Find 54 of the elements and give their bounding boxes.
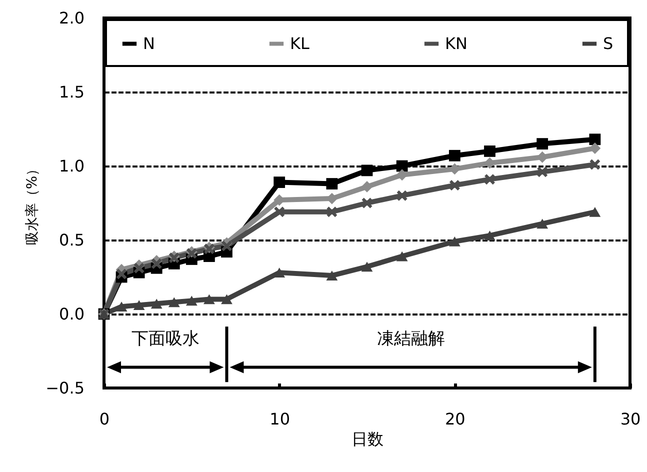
point — [484, 230, 496, 240]
point — [361, 181, 373, 192]
point — [326, 270, 338, 280]
point — [168, 297, 180, 308]
point — [484, 174, 495, 185]
x-tick-label: 30 — [620, 410, 641, 428]
y-tick-label: −0.5 — [46, 378, 84, 398]
point — [589, 134, 601, 146]
point — [448, 150, 460, 162]
legend-label: N — [143, 34, 155, 53]
y-axis-title: 吸水率（%） — [24, 162, 41, 246]
point — [326, 206, 338, 218]
y-tick-label: 0.0 — [59, 304, 84, 324]
point — [589, 206, 601, 217]
point — [536, 138, 548, 150]
point — [151, 258, 162, 269]
point — [361, 262, 373, 272]
point — [134, 262, 144, 274]
x-tick-label: 0 — [99, 410, 110, 428]
point — [362, 198, 372, 208]
point — [536, 218, 548, 229]
annotation: 凍結融解 — [376, 329, 445, 350]
x-tick-label: 10 — [270, 410, 290, 428]
point — [150, 298, 162, 309]
y-tick-label: 1.5 — [59, 82, 84, 102]
point — [116, 268, 127, 280]
point — [537, 166, 548, 178]
legend-label: S — [603, 34, 614, 53]
point — [448, 236, 460, 246]
legend-label: KN — [445, 34, 468, 53]
x-tick-label: 20 — [444, 410, 466, 428]
point — [449, 180, 460, 190]
y-tick-label: 1.0 — [59, 156, 84, 176]
point — [396, 251, 408, 262]
point — [221, 240, 232, 252]
point — [274, 206, 285, 218]
point — [274, 268, 286, 278]
point — [186, 296, 198, 306]
x-axis-title: 日数 — [352, 430, 384, 448]
point — [484, 146, 496, 157]
point — [133, 300, 145, 310]
annotation: 下面吸水 — [131, 329, 200, 350]
point — [274, 176, 286, 188]
legend-label: KL — [290, 34, 310, 53]
point — [396, 190, 408, 201]
point — [221, 294, 232, 304]
point — [204, 294, 215, 304]
point — [116, 302, 128, 312]
point — [361, 164, 373, 176]
point — [396, 160, 408, 172]
y-tick-label: 0.5 — [59, 230, 84, 250]
point — [326, 178, 338, 190]
y-tick-label: 2.0 — [59, 8, 84, 28]
point — [590, 159, 600, 170]
